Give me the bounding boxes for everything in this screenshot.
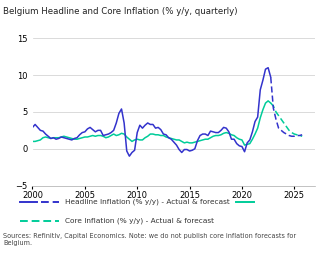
Text: Belgium Headline and Core Inflation (% y/y, quarterly): Belgium Headline and Core Inflation (% y… — [3, 7, 238, 16]
Text: Sources: Refinitiv, Capital Economics. Note: we do not publish core inflation fo: Sources: Refinitiv, Capital Economics. N… — [3, 233, 296, 247]
Text: Headline Inflation (% y/y) - Actual & forecast: Headline Inflation (% y/y) - Actual & fo… — [65, 198, 230, 205]
Text: Core Inflation (% y/y) - Actual & forecast: Core Inflation (% y/y) - Actual & foreca… — [65, 218, 214, 224]
